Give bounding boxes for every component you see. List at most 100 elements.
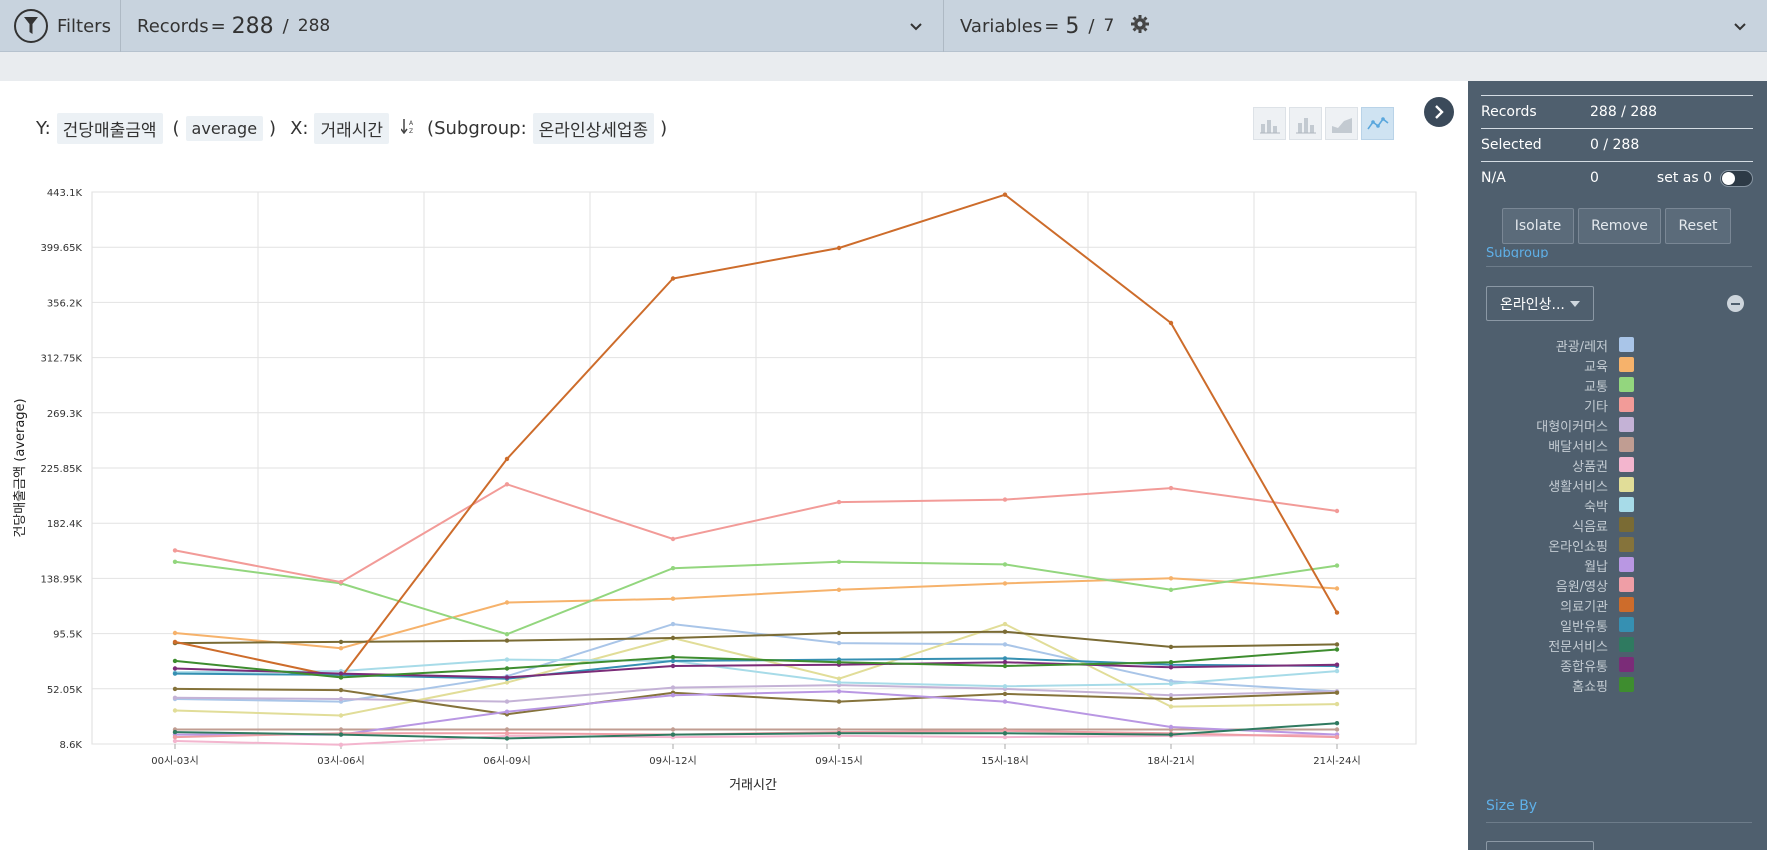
data-point[interactable]: [1002, 663, 1008, 669]
data-point[interactable]: [504, 680, 510, 685]
data-point[interactable]: [338, 742, 344, 747]
data-point[interactable]: [504, 709, 510, 714]
data-point[interactable]: [338, 646, 344, 651]
data-point[interactable]: [836, 660, 842, 665]
data-point[interactable]: [338, 687, 344, 693]
series-line[interactable]: [174, 687, 1338, 716]
data-point[interactable]: [836, 699, 842, 704]
chevron-down-icon[interactable]: [1733, 17, 1747, 36]
legend-item[interactable]: 배달서비스: [1468, 434, 1767, 455]
data-point[interactable]: [1002, 621, 1008, 627]
data-point[interactable]: [172, 738, 178, 744]
series-line[interactable]: [175, 690, 1338, 736]
data-point[interactable]: [1168, 485, 1174, 491]
series-line[interactable]: [174, 684, 1338, 703]
data-point[interactable]: [1334, 508, 1340, 514]
data-point[interactable]: [504, 657, 510, 662]
data-point[interactable]: [1002, 192, 1008, 197]
remove-button[interactable]: Remove: [1578, 208, 1661, 244]
data-point[interactable]: [1168, 724, 1174, 730]
data-point[interactable]: [670, 596, 676, 601]
data-point[interactable]: [338, 639, 344, 645]
data-point[interactable]: [670, 693, 676, 698]
data-point[interactable]: [1168, 732, 1174, 737]
data-point[interactable]: [1168, 681, 1174, 686]
data-point[interactable]: [670, 727, 676, 732]
y-variable-pill[interactable]: 건당매출금액: [56, 112, 163, 144]
size-by-dropdown[interactable]: [1486, 841, 1594, 850]
data-point[interactable]: [504, 632, 510, 637]
data-point[interactable]: [1002, 731, 1008, 736]
data-point[interactable]: [1168, 576, 1174, 581]
legend-item[interactable]: 월납: [1468, 554, 1767, 575]
data-point[interactable]: [670, 566, 676, 571]
data-point[interactable]: [1334, 586, 1340, 591]
data-point[interactable]: [172, 559, 178, 564]
data-point[interactable]: [172, 639, 178, 645]
data-point[interactable]: [172, 686, 178, 692]
data-point[interactable]: [1334, 690, 1340, 695]
legend-item[interactable]: 음원/영상: [1468, 574, 1767, 595]
area-chart-icon[interactable]: [1325, 107, 1358, 140]
legend-item[interactable]: 대형이커머스: [1468, 414, 1767, 435]
data-point[interactable]: [1002, 684, 1008, 689]
data-point[interactable]: [1168, 696, 1174, 702]
subgroup-variable-pill[interactable]: 온라인상세업종: [532, 112, 655, 144]
data-point[interactable]: [338, 671, 344, 676]
data-point[interactable]: [338, 696, 344, 702]
data-point[interactable]: [670, 276, 676, 281]
legend-item[interactable]: 교통: [1468, 374, 1767, 395]
data-point[interactable]: [1002, 629, 1008, 634]
data-point[interactable]: [1334, 734, 1340, 740]
legend-item[interactable]: 식음료: [1468, 514, 1767, 535]
data-point[interactable]: [1168, 587, 1174, 592]
data-point[interactable]: [670, 635, 676, 641]
data-point[interactable]: [172, 729, 178, 735]
data-point[interactable]: [670, 658, 676, 664]
data-point[interactable]: [1002, 562, 1008, 567]
data-point[interactable]: [172, 734, 178, 740]
data-point[interactable]: [1334, 701, 1340, 707]
data-point[interactable]: [172, 695, 178, 700]
legend-item[interactable]: 교육: [1468, 354, 1767, 375]
legend-item[interactable]: 일반유통: [1468, 614, 1767, 635]
series-line[interactable]: [174, 661, 1338, 679]
data-point[interactable]: [836, 731, 842, 736]
data-point[interactable]: [172, 658, 178, 664]
data-point[interactable]: [1002, 581, 1008, 586]
data-point[interactable]: [1168, 660, 1174, 665]
isolate-button[interactable]: Isolate: [1502, 208, 1574, 244]
data-point[interactable]: [504, 675, 510, 680]
data-point[interactable]: [1002, 497, 1008, 502]
data-point[interactable]: [836, 689, 842, 694]
data-point[interactable]: [1002, 691, 1008, 697]
data-point[interactable]: [1334, 727, 1340, 732]
data-point[interactable]: [504, 731, 510, 736]
series-line[interactable]: [174, 733, 1338, 746]
legend-item[interactable]: 홈쇼핑: [1468, 674, 1767, 695]
data-point[interactable]: [670, 685, 676, 690]
data-point[interactable]: [1168, 704, 1174, 709]
data-point[interactable]: [1002, 642, 1008, 647]
data-point[interactable]: [504, 600, 510, 605]
data-point[interactable]: [836, 630, 842, 636]
legend-item[interactable]: 관광/레저: [1468, 334, 1767, 355]
data-point[interactable]: [504, 456, 510, 462]
legend-item[interactable]: 전문서비스: [1468, 634, 1767, 655]
data-point[interactable]: [1334, 610, 1340, 615]
data-point[interactable]: [1334, 563, 1340, 568]
data-point[interactable]: [836, 499, 842, 505]
chevron-down-icon[interactable]: [909, 17, 923, 36]
data-point[interactable]: [1002, 656, 1008, 661]
reset-button[interactable]: Reset: [1665, 208, 1731, 244]
data-point[interactable]: [338, 579, 344, 585]
subgroup-dropdown[interactable]: 온라인상...: [1486, 286, 1594, 321]
stacked-bar-chart-icon[interactable]: [1253, 107, 1286, 140]
series-line[interactable]: [174, 193, 1338, 679]
data-point[interactable]: [1334, 662, 1340, 667]
aggregation-pill[interactable]: average: [185, 115, 264, 141]
data-point[interactable]: [1334, 642, 1340, 647]
data-point[interactable]: [172, 630, 178, 636]
legend-item[interactable]: 기타: [1468, 394, 1767, 415]
data-point[interactable]: [1002, 660, 1008, 665]
